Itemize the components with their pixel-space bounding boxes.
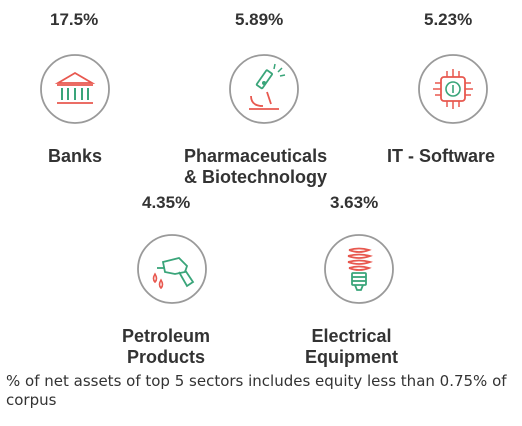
sector-label-line: IT - Software [387,146,496,166]
sector-label-electrical: Electrical Equipment [305,326,398,368]
microscope-icon [227,52,301,126]
sector-label-line: & Biotechnology [184,167,328,187]
sector-pct-electrical: 3.63% [330,193,379,212]
sector-label-line: Banks [48,146,103,166]
sector-label-banks: Banks [48,146,102,167]
sector-pct-it: 5.23% [424,10,473,29]
sector-label-petroleum: Petroleum Products [122,326,210,368]
fuel-nozzle-icon [135,232,209,306]
sector-label-line: Equipment [305,347,398,367]
sector-pct-petroleum: 4.35% [142,193,191,212]
bank-icon [38,52,112,126]
sector-pct-banks: 17.5% [50,10,99,29]
chip-icon [416,52,490,126]
sector-label-line: Pharmaceuticals [184,146,328,166]
sector-label-line: Petroleum [122,326,211,346]
footnote: % of net assets of top 5 sectors include… [6,372,507,409]
sector-label-pharma: Pharmaceuticals & Biotechnology [184,146,327,188]
sector-label-line: Electrical [311,326,392,346]
sector-pct-pharma: 5.89% [235,10,284,29]
sector-label-line: Products [127,347,206,367]
sector-label-it: IT - Software [387,146,495,167]
bulb-icon [322,232,396,306]
